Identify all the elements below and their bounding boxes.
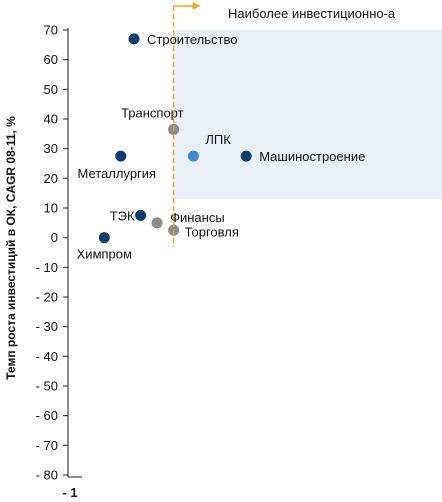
label-Финансы: Финансы <box>170 210 225 225</box>
y-tick-label: 10 <box>44 201 58 216</box>
y-tick-label: - 30 <box>36 319 58 334</box>
point-Финансы <box>151 217 163 229</box>
y-tick-label: - 40 <box>36 349 58 364</box>
y-tick-label: 20 <box>44 171 58 186</box>
banner-arrow-head <box>192 2 201 10</box>
highlight-layer <box>173 30 442 200</box>
point-Химпром <box>98 232 110 244</box>
y-tick-label: 60 <box>44 52 58 67</box>
y-tick-label: - 70 <box>36 438 58 453</box>
banner-layer: Наиболее инвестиционно-а <box>172 2 396 247</box>
label-ЛПК: ЛПК <box>205 132 231 147</box>
point-Металлургия <box>115 150 127 162</box>
label-Строительство: Строительство <box>147 32 237 47</box>
label-Транспорт: Транспорт <box>121 105 184 120</box>
y-axis-title: Темп роста инвестиций в ОК, CAGR 08-11, … <box>4 116 18 380</box>
y-tick-label: - 10 <box>36 260 58 275</box>
banner-text: Наиболее инвестиционно-а <box>228 6 396 21</box>
point-Машиностроение <box>240 150 252 162</box>
points-layer <box>98 33 252 244</box>
x-tick-label: - 1 <box>62 485 77 500</box>
point-ЛПК <box>187 150 199 162</box>
y-tick-label: - 80 <box>36 468 58 483</box>
y-tick-label: 0 <box>51 230 58 245</box>
labels-layer: Строительство Транспорт ЛПК Металлургия Маши… <box>77 32 366 262</box>
y-tick-label: - 20 <box>36 290 58 305</box>
y-tick-label: - 50 <box>36 379 58 394</box>
point-Строительство <box>128 33 140 45</box>
label-ТЭК: ТЭК <box>110 208 135 223</box>
y-tick-label: 30 <box>44 141 58 156</box>
y-tick-label: 70 <box>44 23 58 38</box>
highlight-region <box>173 30 442 200</box>
label-Металлургия: Металлургия <box>77 166 156 181</box>
y-tick-label: - 60 <box>36 408 58 423</box>
y-tick-label: 40 <box>44 112 58 127</box>
point-ТЭК <box>135 209 147 221</box>
label-Торговля: Торговля <box>185 224 239 239</box>
label-Машиностроение: Машиностроение <box>259 149 365 164</box>
axis-layer: 70 60 50 40 30 20 10 0 - 10 - 20 - 30 - 40 - 50 - 60 -… <box>36 23 82 500</box>
y-tick-label: 50 <box>44 82 58 97</box>
label-Химпром: Химпром <box>77 247 132 262</box>
